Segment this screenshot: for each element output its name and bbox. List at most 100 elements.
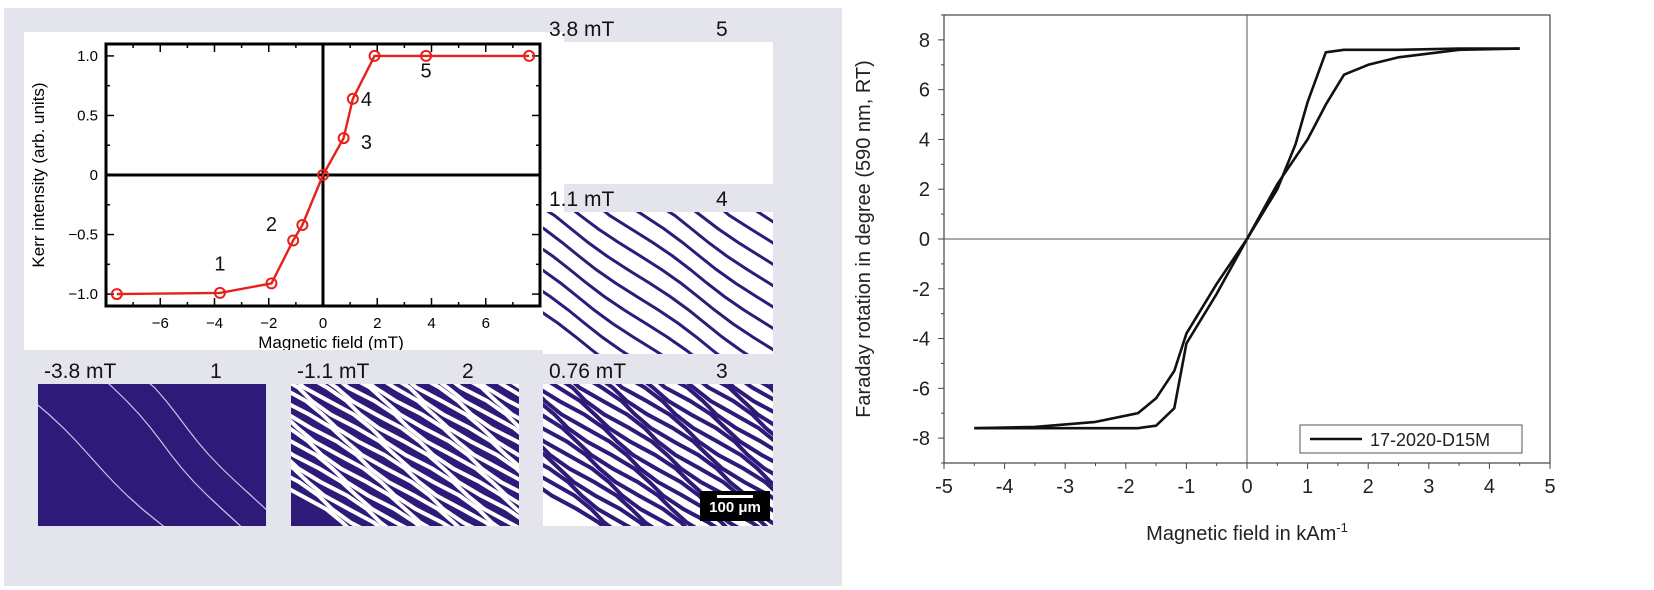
kerr-data-point [346,92,359,105]
kerr-plot-card: −6 −4 −2 0 2 4 6 −1.0 −0.5 0 0.5 1.0 Magnetic field … [24,32,564,350]
domain-wall-line [543,289,630,354]
domain-wall-line [291,464,382,526]
domain-wall-line [291,458,389,526]
domain-wall-line [291,384,501,526]
domain-wall-line [546,212,750,354]
domain-wall-line [399,384,519,469]
x-tick-label: 2 [373,315,381,332]
domain-wall-line [471,384,519,421]
x-axis-label: Magnetic field in kAm-1 [1146,520,1348,545]
domain-wall-line [543,402,718,526]
domain-image-4 [543,212,773,354]
image-5-index-label: 5 [716,18,728,41]
kerr-data-point [213,286,226,299]
domain-wall-line [291,487,350,526]
y-tick-label: -6 [912,378,930,400]
domain-wall-line [543,311,600,354]
y-axis-label: Kerr intensity (arb. units) [29,82,48,267]
kerr-data-point [337,132,350,145]
domain-wall-line [634,384,773,487]
domain-wall-line [543,247,694,354]
domain-wall-line [604,384,773,501]
kerr-data-point [296,219,309,232]
x-tick-label: 4 [1484,476,1495,498]
x-tick-label: 3 [1423,476,1434,498]
scale-bar-label: 100 μm [709,499,761,516]
domain-wall-line [453,384,519,430]
domain-wall-line [591,384,773,513]
y-tick-label: 0 [919,229,930,251]
kerr-data-point [287,234,300,247]
point-number-label: 2 [266,214,277,236]
domain-wall-line [291,451,407,526]
domain-wall-line [291,475,362,526]
domain-wall-line [439,384,519,435]
domain-wall-line [291,413,461,526]
image-3-field-label: 0.76 mT [549,360,627,383]
x-tick-label: 2 [1363,476,1374,498]
kerr-data-point [368,49,381,62]
y-tick-label: −1.0 [68,286,98,303]
x-tick-label: −2 [260,315,277,332]
domain-wall-line [676,384,773,452]
point-number-label: 1 [214,253,225,275]
domain-wall-line [429,384,519,445]
x-tick-label: -2 [1117,476,1135,498]
y-tick-label: 6 [919,80,930,102]
domain-wall-line [693,212,773,267]
y-tick-label: 8 [919,30,930,52]
domain-wall-line [573,212,773,352]
kerr-data-point [523,49,536,62]
domain-wall-line [700,384,773,437]
domain-wall-line [367,384,519,482]
kerr-data-point [110,288,123,301]
domain-wall-line [409,384,519,458]
domain-wall-line [291,439,422,526]
image-4-field-label: 1.1 mT [549,188,615,211]
point-number-label: 3 [361,132,372,154]
domain-wall-line [291,418,452,526]
domain-wall-line [543,487,606,526]
domain-wall-line [543,268,664,354]
domain-wall-line [615,384,773,492]
domain-wall-line [666,212,773,288]
x-tick-label: 5 [1544,476,1555,498]
domain-wall-line [657,384,773,464]
x-tick-label: -4 [996,476,1014,498]
domain-wall-line [385,384,519,474]
domain-wall-line [291,402,475,526]
domain-wall-line [316,384,519,520]
kerr-data-point [265,277,278,290]
image-3-index-label: 3 [716,360,728,383]
domain-wall-line [149,384,266,511]
x-tick-label: 1 [1302,476,1313,498]
domain-wall-line [291,426,431,526]
domain-wall-line [359,384,519,494]
image-2-field-label: -1.1 mT [297,360,370,383]
kerr-data-point [317,169,329,181]
domain-wall-line [686,384,773,443]
domain-wall-line [297,384,519,526]
kerr-curve [116,54,530,296]
domain-wall-line [38,404,165,526]
image-2-index-label: 2 [462,360,474,383]
y-tick-label: -8 [912,428,930,450]
hysteresis-loop-branch-b [974,47,1520,430]
domain-wall-line [635,212,773,309]
domain-wall-line [340,384,519,506]
hysteresis-loop-branch-a [974,47,1520,430]
y-tick-label: -2 [912,279,930,301]
image-1-field-label: -3.8 mT [44,360,117,383]
domain-image-1 [38,384,266,526]
x-tick-label: -5 [935,476,953,498]
y-tick-label: 0 [90,167,98,184]
y-tick-label: 0.5 [77,107,98,124]
domain-wall-line [543,426,688,526]
x-tick-label: −6 [152,315,169,332]
legend-label: 17-2020-D15M [1370,430,1490,450]
y-tick-label: −0.5 [68,227,98,244]
scale-bar: 100 μm [700,491,770,521]
x-tick-label: 6 [482,315,490,332]
plot-frame [943,14,1551,464]
domain-wall-line [108,384,242,526]
